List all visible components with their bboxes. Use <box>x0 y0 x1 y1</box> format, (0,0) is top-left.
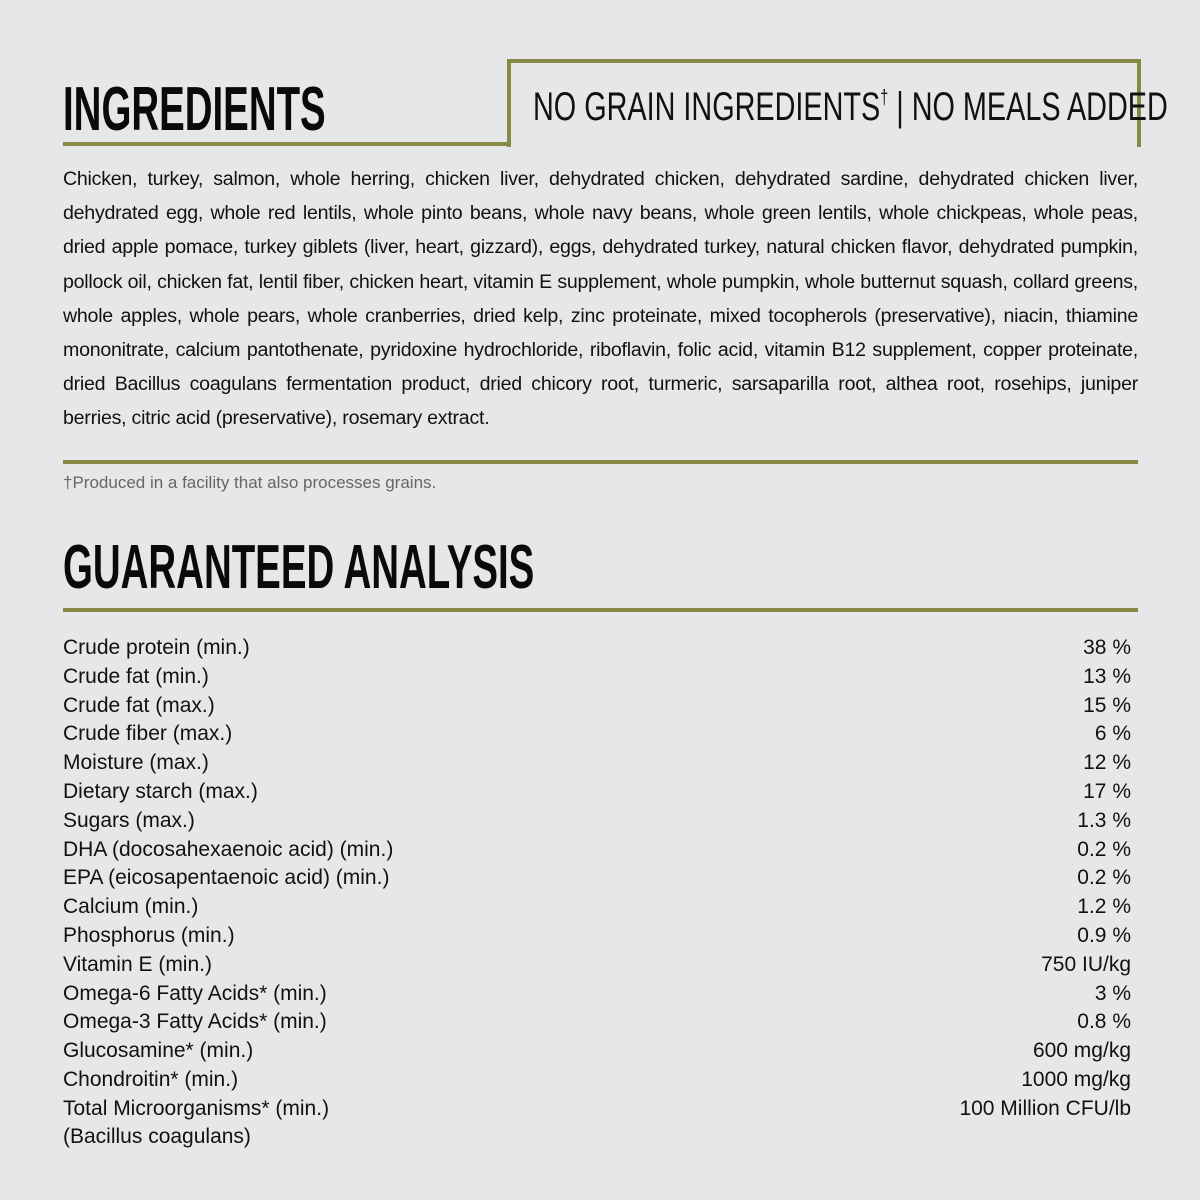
nutrient-label: Dietary starch (max.) <box>63 779 258 803</box>
nutrient-label: Crude fat (max.) <box>63 693 215 717</box>
nutrient-label: Sugars (max.) <box>63 808 195 832</box>
ingredients-text: Chicken, turkey, salmon, whole herring, … <box>63 168 1138 430</box>
nutrient-value: 600 mg/kg <box>1032 1039 1131 1063</box>
nutrient-label: Vitamin E (min.) <box>63 952 212 976</box>
analysis-row: Crude fat (max.) 15 % <box>63 692 1131 721</box>
analysis-row: Total Microorganisms* (min.) 100 Million … <box>63 1095 1131 1124</box>
nutrient-value: 3 % <box>1094 981 1131 1005</box>
nutrient-label: Crude fiber (max.) <box>63 722 233 746</box>
nutrient-label: Calcium (min.) <box>63 895 199 919</box>
grain-footnote: †Produced in a facility that also proces… <box>63 473 437 492</box>
analysis-row: Sugars (max.) 1.3 % <box>63 807 1131 836</box>
badge-dagger: † <box>880 87 889 109</box>
analysis-table: Crude protein (min.) 38 % Crude fat (min.)… <box>63 634 1131 1124</box>
ingredients-title: INGREDIENTS <box>63 75 326 144</box>
analysis-rule <box>63 608 1138 612</box>
analysis-row: EPA (eicosapentaenoic acid) (min.) 0.2 % <box>63 864 1131 893</box>
analysis-row: Crude fat (min.) 13 % <box>63 663 1131 692</box>
nutrient-value: 750 IU/kg <box>1041 952 1131 976</box>
nutrient-value: 1.2 % <box>1077 895 1131 919</box>
analysis-row: Crude protein (min.) 38 % <box>63 634 1131 663</box>
ingredients-rule <box>63 142 511 146</box>
analysis-row: Moisture (max.) 12 % <box>63 749 1131 778</box>
nutrient-value: 38 % <box>1083 636 1131 659</box>
nutrient-label: DHA (docosahexaenoic acid) (min.) <box>63 837 394 861</box>
nutrient-value: 17 % <box>1083 779 1131 803</box>
nutrient-value: 6 % <box>1094 722 1131 746</box>
nutrient-label: Total Microorganisms* (min.) <box>63 1096 330 1120</box>
analysis-row: Glucosamine* (min.) 600 mg/kg <box>63 1037 1131 1066</box>
nutrient-label: Omega-6 Fatty Acids* (min.) <box>63 981 327 1005</box>
nutrient-value: 0.9 % <box>1077 923 1131 947</box>
badge-rest: | NO MEALS ADDED <box>888 85 1168 129</box>
nutrient-value: 0.2 % <box>1077 837 1131 861</box>
analysis-row: Crude fiber (max.) 6 % <box>63 720 1131 749</box>
badge-main: NO GRAIN INGREDIENTS <box>533 85 881 129</box>
analysis-row-sublabel: (Bacillus coagulans) <box>63 1125 251 1148</box>
analysis-row: Dietary starch (max.) 17 % <box>63 778 1131 807</box>
no-grain-badge: NO GRAIN INGREDIENTS† | NO MEALS ADDED <box>507 59 1168 147</box>
ingredients-bottom-rule <box>63 460 1138 464</box>
analysis-row: Omega-3 Fatty Acids* (min.) 0.8 % <box>63 1008 1131 1037</box>
nutrient-value: 12 % <box>1083 751 1131 775</box>
nutrient-label: Phosphorus (min.) <box>63 923 235 947</box>
analysis-row: Calcium (min.) 1.2 % <box>63 893 1131 922</box>
nutrient-value: 13 % <box>1083 664 1131 688</box>
analysis-title: GUARANTEED ANALYSIS <box>63 533 535 602</box>
analysis-row: Phosphorus (min.) 0.9 % <box>63 922 1131 951</box>
nutrient-value: 0.2 % <box>1077 866 1131 890</box>
nutrient-label: Crude protein (min.) <box>63 636 250 659</box>
nutrient-value: 0.8 % <box>1077 1010 1131 1034</box>
analysis-row: Omega-6 Fatty Acids* (min.) 3 % <box>63 980 1131 1009</box>
nutrient-value: 15 % <box>1083 693 1131 717</box>
nutrient-value: 1.3 % <box>1077 808 1131 832</box>
nutrient-value: 1000 mg/kg <box>1021 1067 1131 1091</box>
analysis-row: Chondroitin* (min.) 1000 mg/kg <box>63 1066 1131 1095</box>
nutrient-label: Crude fat (min.) <box>63 664 209 688</box>
analysis-row: DHA (docosahexaenoic acid) (min.) 0.2 % <box>63 836 1131 865</box>
nutrient-label: EPA (eicosapentaenoic acid) (min.) <box>63 866 390 890</box>
nutrient-label: Glucosamine* (min.) <box>63 1039 254 1063</box>
nutrient-value: 100 Million CFU/lb <box>959 1096 1131 1120</box>
nutrient-label: Moisture (max.) <box>63 751 209 775</box>
nutrient-label: Omega-3 Fatty Acids* (min.) <box>63 1010 327 1034</box>
nutrient-label: Chondroitin* (min.) <box>63 1067 239 1091</box>
analysis-row: Vitamin E (min.) 750 IU/kg <box>63 951 1131 980</box>
